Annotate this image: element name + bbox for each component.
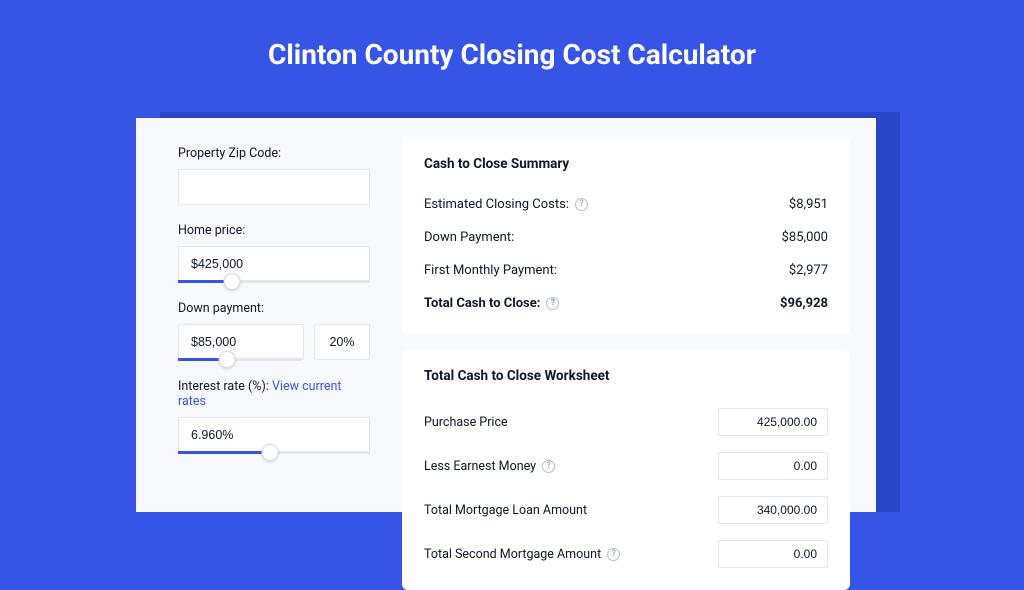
worksheet-row-label-text: Less Earnest Money (424, 459, 536, 474)
worksheet-row-label-text: Total Second Mortgage Amount (424, 547, 601, 562)
worksheet-row: Less Earnest Money? (424, 444, 828, 488)
inputs-column: Property Zip Code: Home price: Down paym… (136, 118, 388, 512)
help-icon[interactable]: ? (575, 198, 588, 211)
slider-track (178, 280, 370, 283)
worksheet-row-label-text: Total Mortgage Loan Amount (424, 503, 587, 518)
summary-row-label-text: Total Cash to Close: (424, 296, 540, 311)
worksheet-row-label: Total Mortgage Loan Amount (424, 503, 587, 518)
worksheet-row-label-text: Purchase Price (424, 415, 508, 430)
summary-row-value: $96,928 (780, 296, 828, 311)
summary-row-label-text: Down Payment: (424, 230, 514, 245)
summary-title: Cash to Close Summary (424, 156, 828, 172)
worksheet-row-label: Less Earnest Money? (424, 459, 555, 474)
zip-input[interactable] (178, 169, 370, 205)
interest-slider[interactable] (178, 451, 370, 454)
worksheet-row-label: Total Second Mortgage Amount? (424, 547, 620, 562)
summary-row-value: $2,977 (789, 263, 828, 278)
worksheet-row-input[interactable] (718, 540, 828, 568)
interest-label: Interest rate (%): View current rates (178, 379, 370, 409)
help-icon[interactable]: ? (607, 548, 620, 561)
results-column: Cash to Close Summary Estimated Closing … (388, 118, 876, 512)
worksheet-row-input[interactable] (718, 452, 828, 480)
slider-thumb[interactable] (262, 444, 279, 461)
slider-thumb[interactable] (219, 351, 236, 368)
worksheet-row-input[interactable] (718, 496, 828, 524)
summary-row-label: First Monthly Payment: (424, 263, 557, 278)
down-payment-input[interactable] (178, 324, 304, 360)
zip-field: Property Zip Code: (178, 146, 370, 205)
summary-row-label: Down Payment: (424, 230, 514, 245)
worksheet-row-input[interactable] (718, 408, 828, 436)
help-icon[interactable]: ? (546, 297, 559, 310)
down-payment-label: Down payment: (178, 301, 370, 316)
summary-row-value: $85,000 (782, 230, 828, 245)
slider-fill (178, 451, 270, 454)
summary-row-value: $8,951 (789, 197, 828, 212)
worksheet-row: Purchase Price (424, 400, 828, 444)
interest-label-text: Interest rate (%): (178, 379, 269, 394)
summary-card: Cash to Close Summary Estimated Closing … (402, 138, 850, 334)
summary-row-label-text: Estimated Closing Costs: (424, 197, 569, 212)
summary-row-label: Estimated Closing Costs:? (424, 197, 588, 212)
help-icon[interactable]: ? (542, 460, 555, 473)
interest-field: Interest rate (%): View current rates (178, 379, 370, 454)
summary-row: Total Cash to Close:? $96,928 (424, 287, 828, 320)
worksheet-title: Total Cash to Close Worksheet (424, 368, 828, 384)
calculator-panel: Property Zip Code: Home price: Down paym… (136, 118, 876, 512)
worksheet-row-label: Purchase Price (424, 415, 508, 430)
home-price-field: Home price: (178, 223, 370, 283)
down-payment-pct-input[interactable] (314, 324, 370, 360)
down-payment-field: Down payment: (178, 301, 370, 361)
summary-row: First Monthly Payment: $2,977 (424, 254, 828, 287)
summary-row: Estimated Closing Costs:? $8,951 (424, 188, 828, 221)
down-payment-slider[interactable] (178, 358, 301, 361)
worksheet-row: Total Mortgage Loan Amount (424, 488, 828, 532)
summary-row: Down Payment: $85,000 (424, 221, 828, 254)
home-price-slider[interactable] (178, 280, 370, 283)
worksheet-row: Total Second Mortgage Amount? (424, 532, 828, 576)
slider-thumb[interactable] (223, 273, 240, 290)
home-price-input[interactable] (178, 246, 370, 282)
slider-track (178, 358, 301, 361)
worksheet-card: Total Cash to Close Worksheet Purchase P… (402, 350, 850, 590)
page-title: Clinton County Closing Cost Calculator (0, 0, 1024, 99)
zip-label: Property Zip Code: (178, 146, 370, 161)
home-price-label: Home price: (178, 223, 370, 238)
summary-row-label-text: First Monthly Payment: (424, 263, 557, 278)
summary-row-label: Total Cash to Close:? (424, 296, 559, 311)
